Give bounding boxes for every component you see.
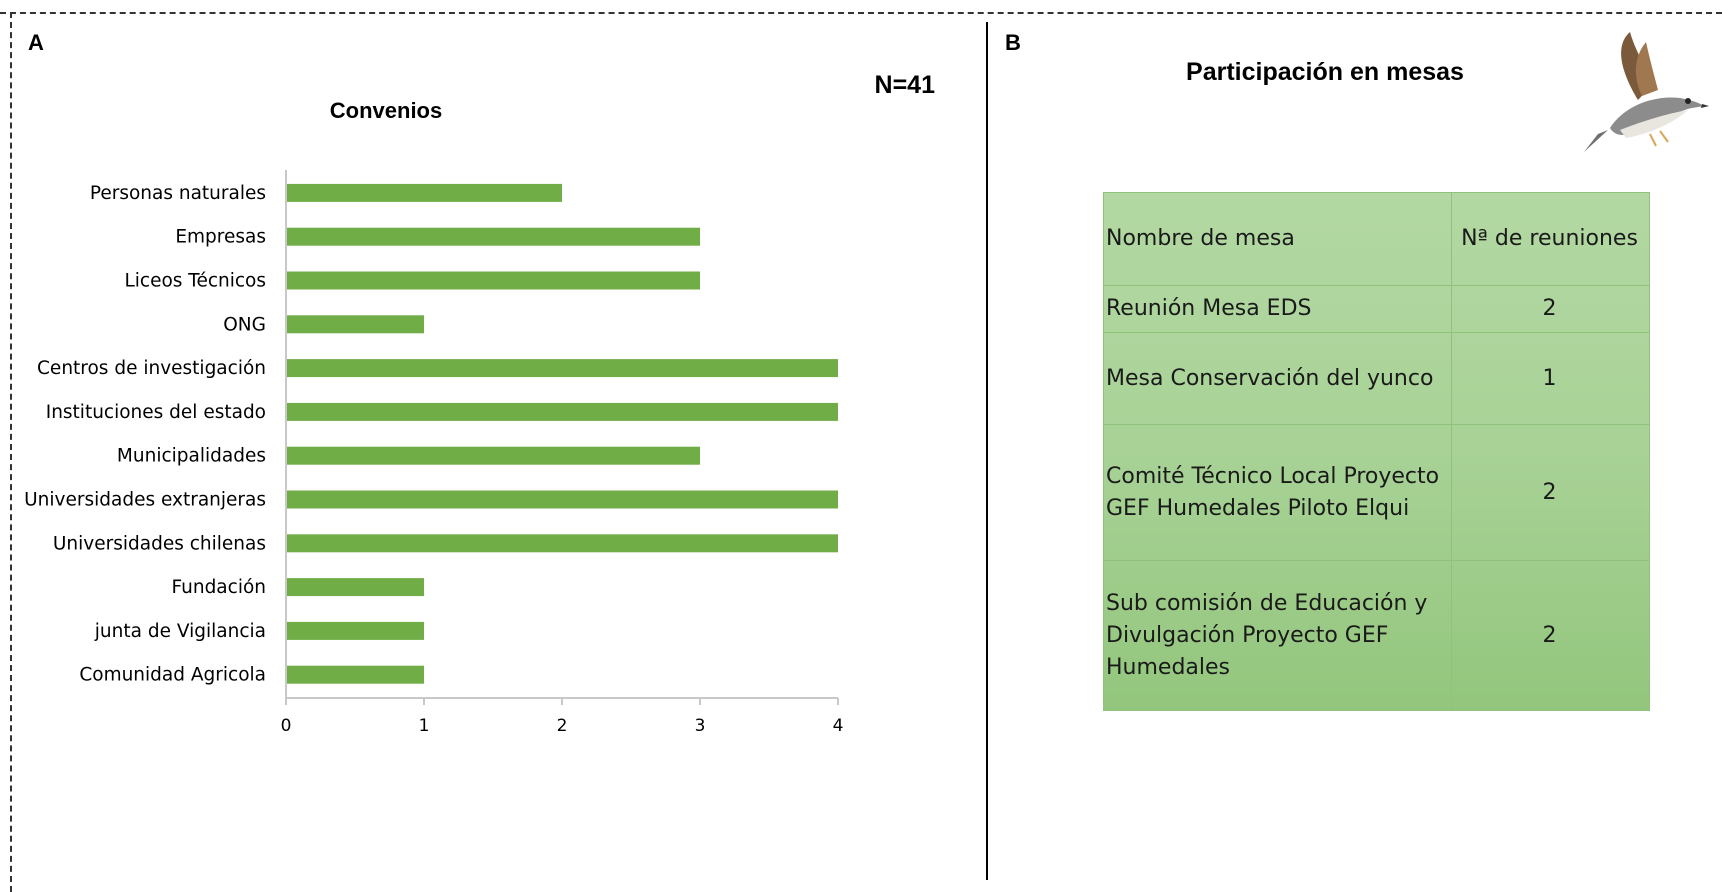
bird-icon bbox=[1580, 30, 1710, 155]
reuniones-count-cell: 2 bbox=[1452, 425, 1650, 561]
category-label: Comunidad Agricola bbox=[79, 665, 266, 686]
header-numero-reuniones: Nª de reuniones bbox=[1452, 193, 1650, 286]
table-row: Mesa Conservación del yunco 1 bbox=[1104, 333, 1650, 425]
bar bbox=[286, 578, 424, 596]
category-label: junta de Vigilancia bbox=[94, 621, 266, 642]
x-ticks-layer: 0 1 2 3 4 bbox=[281, 698, 844, 736]
bars-layer: Personas naturales Empresas Liceos Técnico… bbox=[24, 183, 838, 686]
panel-divider bbox=[986, 22, 988, 880]
reuniones-count-cell: 2 bbox=[1452, 286, 1650, 333]
mesa-name-cell: Reunión Mesa EDS bbox=[1104, 286, 1452, 333]
chart-title: Convenios bbox=[330, 98, 442, 123]
reuniones-count-cell: 2 bbox=[1452, 561, 1650, 711]
mesas-table: Nombre de mesa Nª de reuniones Reunión M… bbox=[1103, 192, 1650, 711]
bar bbox=[286, 534, 838, 552]
mesa-name-cell: Mesa Conservación del yunco bbox=[1104, 333, 1452, 425]
table-row: Sub comisión de Educación y Divulgación … bbox=[1104, 561, 1650, 711]
convenios-bar-chart: Convenios N=41 Personas naturales Empresa… bbox=[0, 0, 980, 760]
category-label: Centros de investigación bbox=[37, 358, 266, 379]
panel-b-title: Participación en mesas bbox=[1100, 58, 1550, 87]
category-label: Liceos Técnicos bbox=[124, 271, 266, 292]
table-header-row: Nombre de mesa Nª de reuniones bbox=[1104, 193, 1650, 286]
header-nombre-de-mesa: Nombre de mesa bbox=[1104, 193, 1452, 286]
panel-b-letter: B bbox=[1005, 30, 1021, 56]
mesa-name-cell: Comité Técnico Local Proyecto GEF Humeda… bbox=[1104, 425, 1452, 561]
bar bbox=[286, 447, 700, 465]
x-tick-label: 2 bbox=[557, 716, 568, 736]
bar bbox=[286, 491, 838, 509]
bar bbox=[286, 359, 838, 377]
category-label: Personas naturales bbox=[90, 183, 266, 204]
category-label: Universidades chilenas bbox=[53, 533, 266, 554]
bar bbox=[286, 184, 562, 202]
bar bbox=[286, 666, 424, 684]
category-label: Municipalidades bbox=[117, 446, 266, 467]
mesa-name-cell: Sub comisión de Educación y Divulgación … bbox=[1104, 561, 1452, 711]
table-row: Reunión Mesa EDS 2 bbox=[1104, 286, 1650, 333]
category-label: ONG bbox=[223, 314, 266, 335]
bar bbox=[286, 403, 838, 421]
category-label: Instituciones del estado bbox=[46, 402, 266, 423]
x-tick-label: 3 bbox=[695, 716, 706, 736]
bar bbox=[286, 228, 700, 246]
bar bbox=[286, 622, 424, 640]
bar bbox=[286, 315, 424, 333]
x-tick-label: 4 bbox=[833, 716, 844, 736]
x-tick-label: 1 bbox=[419, 716, 430, 736]
category-label: Universidades extranjeras bbox=[24, 490, 266, 511]
reuniones-count-cell: 1 bbox=[1452, 333, 1650, 425]
table-row: Comité Técnico Local Proyecto GEF Humeda… bbox=[1104, 425, 1650, 561]
sample-size-label: N=41 bbox=[875, 71, 936, 99]
x-tick-label: 0 bbox=[281, 716, 292, 736]
category-label: Fundación bbox=[171, 577, 266, 598]
bar bbox=[286, 272, 700, 290]
category-label: Empresas bbox=[175, 227, 266, 248]
